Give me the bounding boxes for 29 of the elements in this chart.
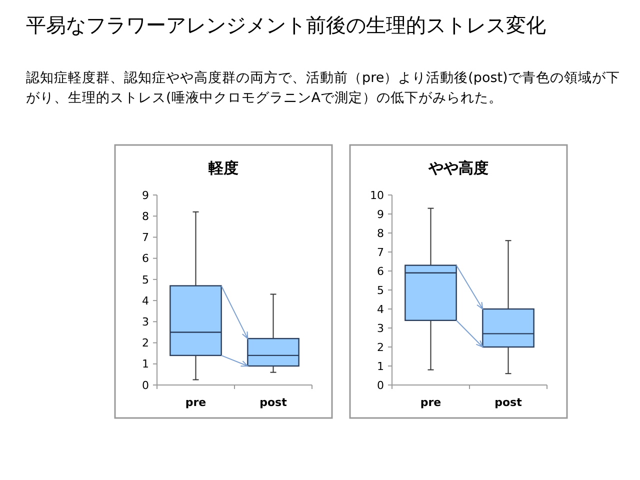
y-tick-label: 2 xyxy=(142,336,149,350)
y-tick-label: 7 xyxy=(142,231,149,244)
text: 平易なフラワーアレンジメント前後の生理的ストレス変化 xyxy=(26,13,546,37)
y-tick-label: 5 xyxy=(142,273,149,286)
y-tick-label: 3 xyxy=(377,322,384,335)
y-tick-label: 1 xyxy=(142,358,149,371)
chart-title: やや高度 xyxy=(428,159,488,177)
y-tick-label: 3 xyxy=(142,316,149,329)
y-tick-label: 8 xyxy=(142,210,149,223)
y-tick-label: 4 xyxy=(377,302,384,316)
y-tick-label: 6 xyxy=(377,264,384,278)
x-tick-label: pre xyxy=(420,396,442,409)
y-tick-label: 9 xyxy=(142,188,149,202)
y-tick-label: 10 xyxy=(370,188,384,202)
x-tick-label: post xyxy=(260,396,287,409)
x-tick-label: post xyxy=(494,396,522,409)
y-tick-label: 8 xyxy=(377,226,384,240)
y-tick-label: 2 xyxy=(377,340,384,354)
y-tick-label: 4 xyxy=(142,294,149,308)
y-tick-label: 5 xyxy=(377,284,384,297)
y-tick-label: 0 xyxy=(377,378,384,392)
x-tick-label: pre xyxy=(185,396,206,409)
chart-title: 軽度 xyxy=(208,159,238,177)
text: 認知症軽度群、認知症やや高度群の両方で、活動前（pre）より活動後(post)で青色の領域が下がり、生理的ストレス(唾液中クロモグラニンAで測定）の低下がみられた。 xyxy=(26,70,620,106)
y-tick-label: 0 xyxy=(142,378,149,392)
y-tick-label: 9 xyxy=(377,208,384,221)
y-tick-label: 6 xyxy=(142,252,149,266)
y-tick-label: 7 xyxy=(377,246,384,259)
y-tick-label: 1 xyxy=(377,360,384,373)
